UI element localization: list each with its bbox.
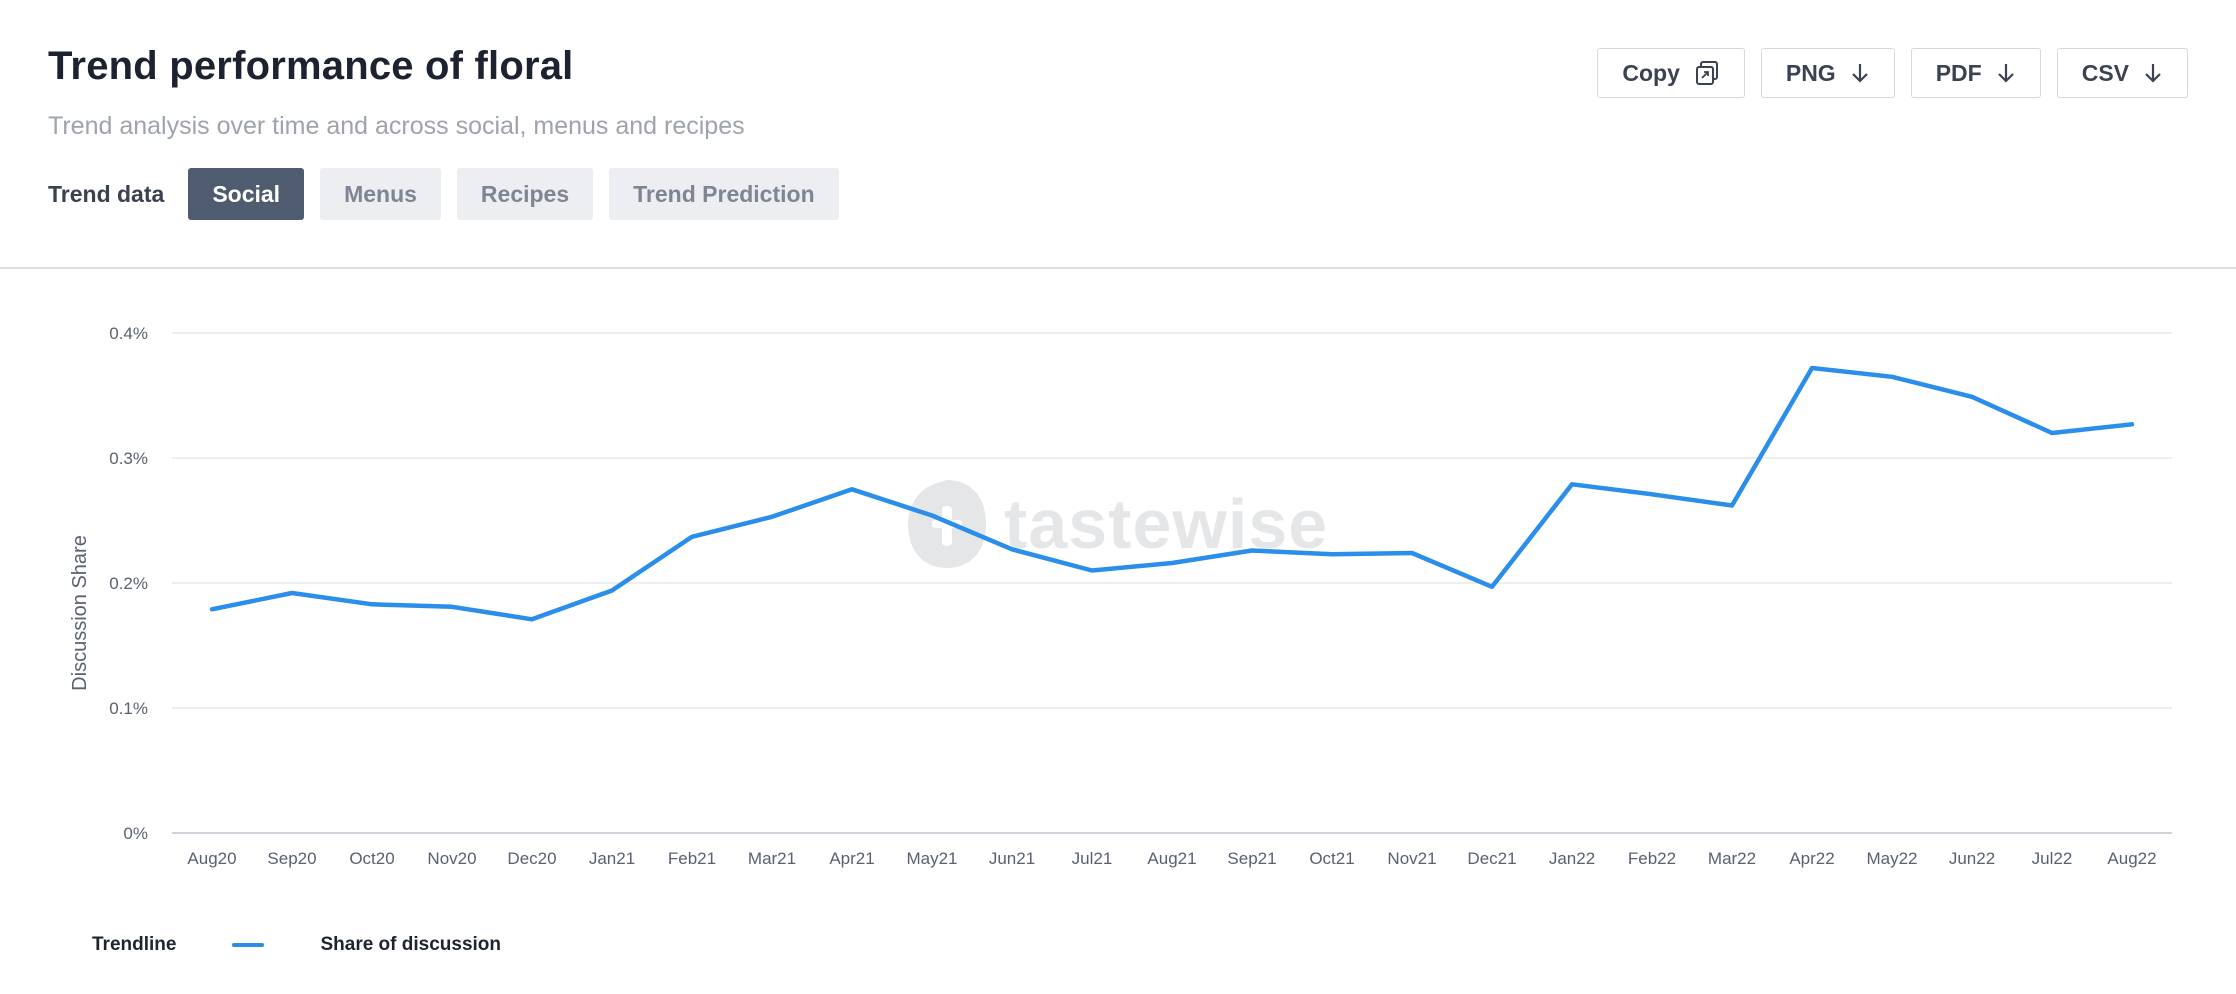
data-point[interactable] (1884, 369, 1900, 385)
download-arrow-icon (1996, 62, 2016, 84)
tab-trend-prediction[interactable]: Trend Prediction (609, 168, 839, 220)
x-tick-label: May22 (1866, 849, 1917, 868)
legend-series-label[interactable]: Share of discussion (320, 934, 502, 955)
x-axis-ticks: Aug20 Sep20 Oct20 Nov20 Dec20 Jan21 Feb21 Mar21… (187, 849, 2156, 868)
data-point[interactable] (604, 583, 620, 599)
data-point[interactable] (1644, 486, 1660, 502)
x-tick-label: Nov20 (427, 849, 476, 868)
x-tick-label: Feb22 (1628, 849, 1676, 868)
x-tick-label: Jan21 (589, 849, 635, 868)
series-points (204, 360, 2140, 627)
series-line-share-of-discussion (209, 365, 2135, 622)
png-download-button[interactable]: PNG (1760, 48, 1895, 98)
data-point[interactable] (1964, 389, 1980, 405)
chart-legend: Trendline Share of discussion (92, 934, 501, 956)
x-tick-label: Jun21 (989, 849, 1035, 868)
data-point[interactable] (1404, 545, 1420, 561)
data-point[interactable] (1484, 579, 1500, 595)
data-point[interactable] (1564, 476, 1580, 492)
x-tick-label: Jul21 (1072, 849, 1113, 868)
page-subtitle: Trend analysis over time and across soci… (48, 112, 745, 140)
y-tick-label: 0% (123, 824, 148, 843)
png-button-label: PNG (1785, 59, 1836, 86)
page-title: Trend performance of floral (48, 44, 574, 88)
chart-header: Trend performance of floral Trend analys… (0, 0, 2236, 268)
csv-button-label: CSV (2081, 59, 2129, 86)
header-divider (0, 267, 2236, 269)
y-tick-label: 0.3% (109, 449, 148, 468)
trend-data-label: Trend data (48, 180, 165, 207)
download-arrow-icon (2143, 62, 2163, 84)
x-tick-label: Dec20 (507, 849, 556, 868)
data-point[interactable] (1324, 546, 1340, 562)
x-tick-label: Feb21 (668, 849, 716, 868)
data-point[interactable] (1084, 563, 1100, 579)
data-point[interactable] (284, 585, 300, 601)
x-tick-label: Apr22 (1789, 849, 1834, 868)
data-point[interactable] (844, 481, 860, 497)
x-tick-label: Apr21 (829, 849, 874, 868)
tab-recipes[interactable]: Recipes (456, 168, 594, 220)
tab-social[interactable]: Social (188, 168, 305, 220)
pdf-button-label: PDF (1935, 59, 1982, 86)
copy-icon (1694, 60, 1720, 86)
copy-button[interactable]: Copy (1597, 48, 1745, 98)
grid-lines (172, 332, 2172, 834)
download-arrow-icon (1850, 62, 1870, 84)
line-chart: 0% 0.1% 0.2% 0.3% 0.4% Aug20 Sep20 Oct20 Nov20 D… (69, 324, 2172, 868)
data-point[interactable] (1804, 360, 1820, 376)
x-tick-label: Aug20 (187, 849, 236, 868)
x-tick-label: Dec21 (1467, 849, 1516, 868)
y-axis-ticks: 0% 0.1% 0.2% 0.3% 0.4% (109, 324, 148, 843)
x-tick-label: Sep20 (267, 849, 316, 868)
x-tick-label: Oct20 (349, 849, 394, 868)
trend-data-tabs: Trend data Social Menus Recipes Trend Pr… (48, 168, 855, 220)
x-tick-label: Aug22 (2107, 849, 2156, 868)
x-tick-label: Jun22 (1949, 849, 1995, 868)
data-point[interactable] (364, 596, 380, 612)
data-point[interactable] (444, 599, 460, 615)
legend-title: Trendline (92, 934, 177, 955)
x-tick-label: Sep21 (1227, 849, 1276, 868)
tab-menus[interactable]: Menus (320, 168, 441, 220)
data-point[interactable] (2044, 425, 2060, 441)
data-point[interactable] (204, 601, 220, 617)
x-tick-label: May21 (906, 849, 957, 868)
data-point[interactable] (2124, 416, 2140, 432)
x-tick-label: Jul22 (2032, 849, 2073, 868)
data-point[interactable] (924, 508, 940, 524)
export-toolbar: Copy PNG PDF CSV (1581, 48, 2188, 98)
copy-button-label: Copy (1622, 59, 1680, 86)
data-point[interactable] (1004, 541, 1020, 557)
data-point[interactable] (684, 529, 700, 545)
data-point[interactable] (1724, 498, 1740, 514)
legend-swatch-line (232, 943, 265, 947)
y-tick-label: 0.2% (109, 574, 148, 593)
csv-download-button[interactable]: CSV (2056, 48, 2188, 98)
x-tick-label: Jan22 (1549, 849, 1595, 868)
x-tick-label: Mar22 (1708, 849, 1756, 868)
data-point[interactable] (764, 509, 780, 525)
x-tick-label: Mar21 (748, 849, 796, 868)
y-axis-label: Discussion Share (69, 535, 91, 691)
y-tick-label: 0.1% (109, 699, 148, 718)
y-tick-label: 0.4% (109, 324, 148, 343)
data-point[interactable] (1164, 555, 1180, 571)
data-point[interactable] (524, 611, 540, 627)
x-tick-label: Nov21 (1387, 849, 1436, 868)
x-tick-label: Aug21 (1147, 849, 1196, 868)
data-point[interactable] (1244, 543, 1260, 559)
x-tick-label: Oct21 (1309, 849, 1354, 868)
pdf-download-button[interactable]: PDF (1910, 48, 2041, 98)
